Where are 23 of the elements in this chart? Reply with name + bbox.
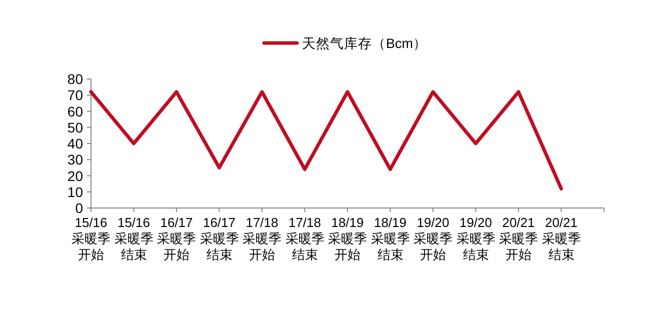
legend-label: 天然气库存（Bcm）: [302, 36, 427, 51]
x-tick-label: 18/19 采暖季开始: [327, 215, 368, 263]
x-tick-label: 16/17 采暖季开始: [156, 215, 197, 263]
x-tick-label: 20/21 采暖季结束: [540, 215, 582, 263]
x-tick-label: 15/16 采暖季结束: [113, 215, 154, 263]
y-tick-label: 70: [67, 87, 84, 104]
x-tick-label: 17/18 采暖季结束: [284, 215, 326, 263]
x-tick-label: 19/20 采暖季结束: [455, 215, 496, 263]
y-tick-label: 30: [67, 152, 84, 168]
y-tick-label: 60: [67, 103, 84, 120]
x-tick-label: 20/21 采暖季开始: [498, 215, 539, 263]
line-series: [89, 90, 563, 190]
x-tick-label: 18/19 采暖季结束: [370, 215, 411, 263]
y-tick-label: 20: [67, 168, 84, 184]
y-tick-label: 0: [75, 200, 84, 216]
y-tick-label: 10: [67, 184, 84, 200]
x-tick-label: 19/20 采暖季开始: [412, 215, 454, 263]
x-tick-label: 17/18 采暖季开始: [242, 215, 282, 263]
x-tick-label: 15/16 采暖季开始: [70, 215, 112, 263]
x-tick-label: 16/17 采暖季结束: [198, 215, 240, 263]
y-tick-label: 50: [67, 119, 84, 136]
y-tick-label: 80: [67, 71, 84, 87]
y-tick-label: 40: [67, 136, 84, 152]
